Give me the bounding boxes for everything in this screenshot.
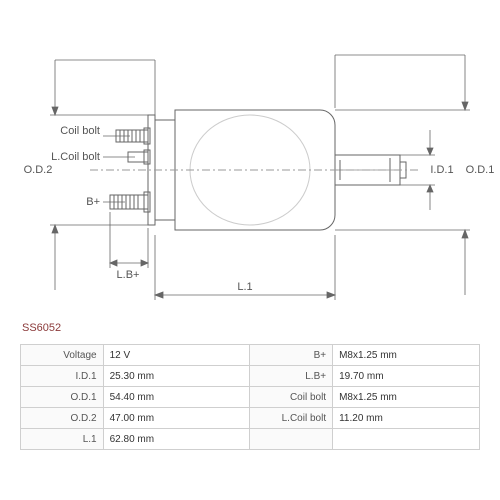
label-b-plus: B+	[86, 196, 100, 208]
spec-label: I.D.1	[21, 366, 104, 387]
spec-value: 47.00 mm	[103, 408, 250, 429]
spec-value: 12 V	[103, 345, 250, 366]
dim-id1-label: I.D.1	[430, 164, 453, 176]
spec-value: M8x1.25 mm	[333, 387, 480, 408]
spec-table-area: Voltage12 VB+M8x1.25 mmI.D.125.30 mmL.B+…	[0, 340, 500, 450]
spec-label: L.1	[21, 429, 104, 450]
spec-label: O.D.2	[21, 408, 104, 429]
spec-value: 62.80 mm	[103, 429, 250, 450]
spec-table: Voltage12 VB+M8x1.25 mmI.D.125.30 mmL.B+…	[20, 344, 480, 450]
dim-od2-label: O.D.2	[24, 164, 53, 176]
dim-l1-label: L.1	[237, 281, 252, 293]
dim-lbplus-label: L.B+	[117, 269, 140, 281]
spec-label	[250, 429, 333, 450]
table-row: O.D.154.40 mmCoil boltM8x1.25 mm	[21, 387, 480, 408]
table-row: Voltage12 VB+M8x1.25 mm	[21, 345, 480, 366]
spec-value: 54.40 mm	[103, 387, 250, 408]
table-row: I.D.125.30 mmL.B+19.70 mm	[21, 366, 480, 387]
table-row: O.D.247.00 mmL.Coil bolt11.20 mm	[21, 408, 480, 429]
spec-value: 19.70 mm	[333, 366, 480, 387]
spec-value: 25.30 mm	[103, 366, 250, 387]
spec-value: 11.20 mm	[333, 408, 480, 429]
spec-label: O.D.1	[21, 387, 104, 408]
spec-label: B+	[250, 345, 333, 366]
spec-label: L.Coil bolt	[250, 408, 333, 429]
spec-value: M8x1.25 mm	[333, 345, 480, 366]
table-row: L.162.80 mm	[21, 429, 480, 450]
dim-od1-label: O.D.1	[466, 164, 495, 176]
spec-label: Coil bolt	[250, 387, 333, 408]
label-l-coil-bolt: L.Coil bolt	[51, 151, 100, 163]
part-number: SS6052	[22, 322, 61, 334]
technical-diagram: O.D.2 O.D.1 I.D.1 L.1	[0, 0, 500, 340]
spec-label: L.B+	[250, 366, 333, 387]
label-coil-bolt: Coil bolt	[60, 125, 100, 137]
spec-value	[333, 429, 480, 450]
spec-label: Voltage	[21, 345, 104, 366]
